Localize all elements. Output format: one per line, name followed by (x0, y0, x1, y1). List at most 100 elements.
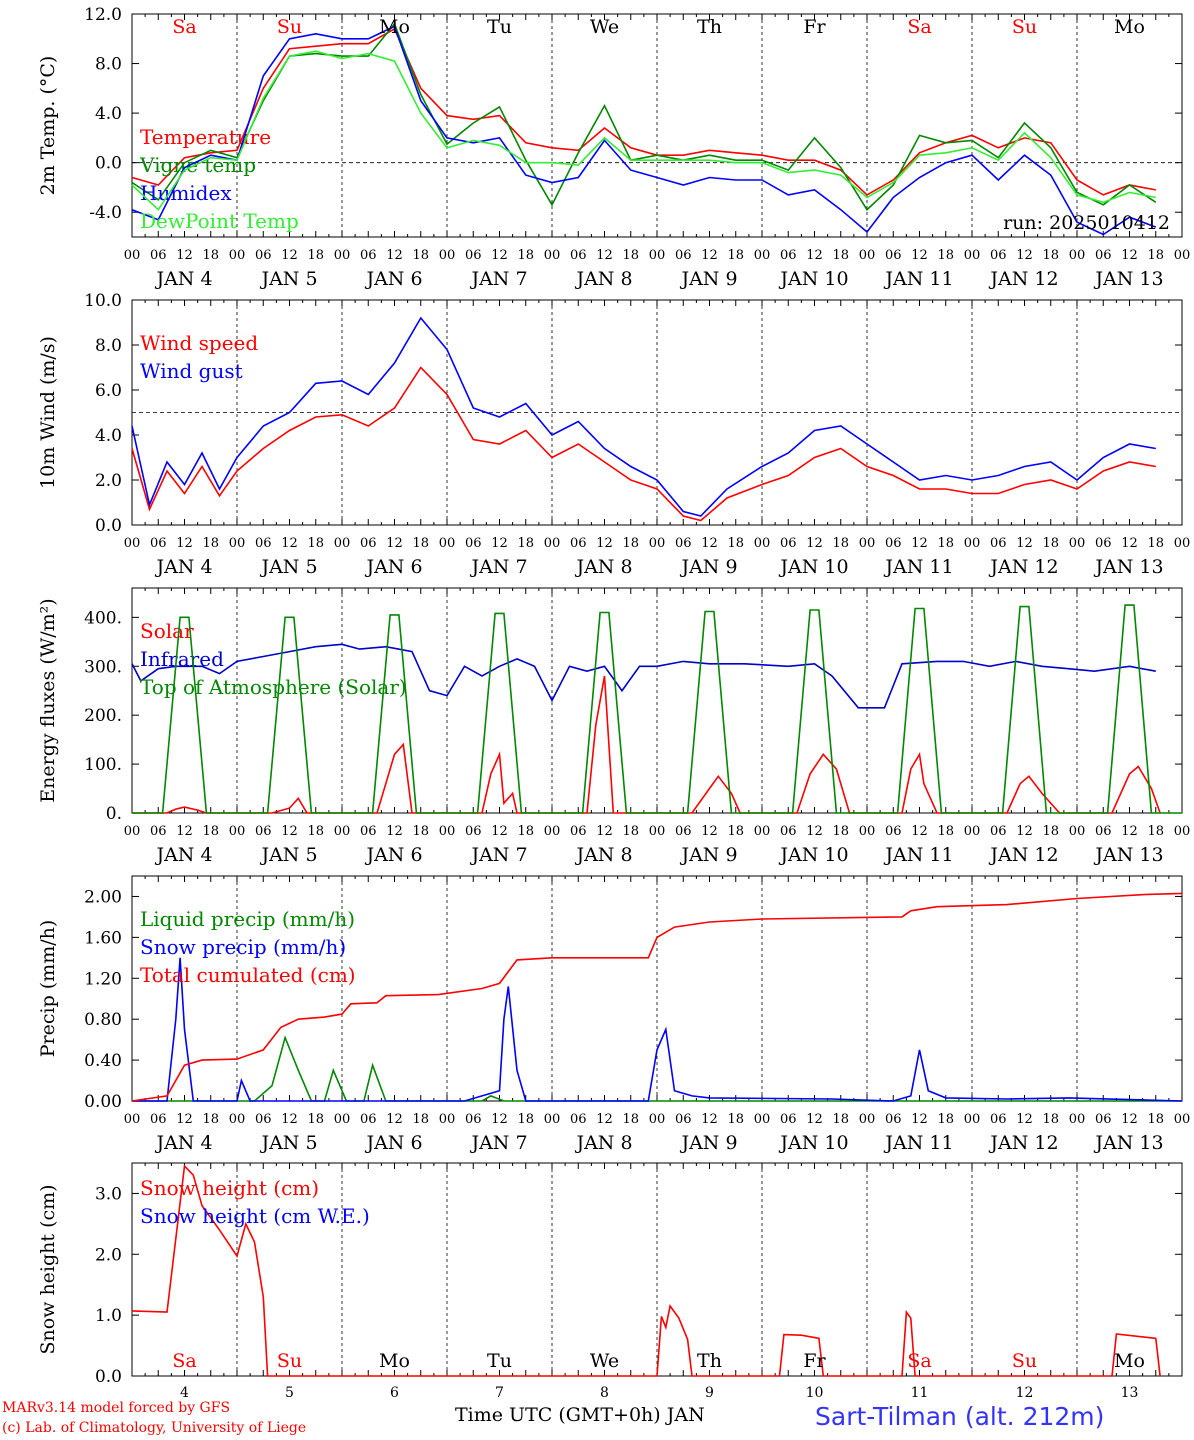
y-tick-label: 1.60 (84, 928, 122, 948)
hour-tick-label: 06 (675, 248, 692, 263)
hour-tick-label: 18 (832, 824, 849, 839)
y-axis-label: 2m Temp. (°C) (37, 56, 59, 196)
hour-tick-label: 12 (596, 248, 613, 263)
y-axis-label: 10m Wind (m/s) (37, 336, 59, 489)
day-number-label: 11 (911, 1385, 929, 1400)
date-label: JAN 4 (154, 268, 212, 290)
site-name: Sart-Tilman (alt. 212m) (815, 1402, 1105, 1431)
hour-tick-label: 00 (754, 536, 771, 551)
hour-tick-label: 06 (465, 1112, 482, 1127)
date-label: JAN 13 (1093, 556, 1163, 578)
hour-tick-label: 18 (517, 824, 534, 839)
hour-tick-label: 18 (622, 536, 639, 551)
hour-tick-label: 00 (439, 248, 456, 263)
y-tick-label: 2.00 (84, 887, 122, 907)
hour-tick-label: 12 (281, 536, 298, 551)
hour-tick-label: 00 (964, 824, 981, 839)
hour-tick-label: 06 (150, 248, 167, 263)
hour-tick-label: 00 (229, 824, 246, 839)
hour-tick-label: 06 (1095, 824, 1112, 839)
hour-tick-label: 06 (360, 248, 377, 263)
date-label: JAN 5 (259, 268, 317, 290)
date-label: JAN 9 (679, 268, 737, 290)
hour-tick-label: 06 (675, 536, 692, 551)
hour-tick-label: 12 (491, 536, 508, 551)
hour-tick-label: 18 (832, 248, 849, 263)
y-tick-label: 10.0 (84, 291, 122, 311)
hour-tick-label: 00 (439, 824, 456, 839)
hour-tick-label: 18 (832, 536, 849, 551)
hour-tick-label: 12 (596, 536, 613, 551)
y-axis-label: Snow height (cm) (37, 1184, 59, 1354)
legend-entry: Wind speed (140, 331, 258, 355)
hour-tick-label: 12 (911, 536, 928, 551)
hour-tick-label: 00 (1174, 824, 1191, 839)
series-line (131, 1164, 1161, 1377)
date-label: JAN 7 (469, 844, 527, 866)
hour-tick-label: 00 (544, 248, 561, 263)
hour-tick-label: 06 (780, 1112, 797, 1127)
hour-tick-label: 06 (990, 1112, 1007, 1127)
y-tick-label: 0.0 (95, 516, 122, 536)
hour-tick-label: 12 (1121, 1112, 1138, 1127)
hour-tick-label: 12 (1121, 824, 1138, 839)
hour-tick-label: 00 (124, 536, 141, 551)
hour-tick-label: 00 (1174, 248, 1191, 263)
legend-entry: Snow height (cm) (140, 1176, 319, 1200)
y-tick-label: 400. (84, 608, 122, 628)
series-line (132, 1035, 1182, 1102)
weekday-label: Th (697, 16, 722, 38)
hour-tick-label: 18 (202, 824, 219, 839)
date-label: JAN 9 (679, 1132, 737, 1154)
hour-tick-label: 18 (937, 248, 954, 263)
hour-tick-label: 12 (911, 824, 928, 839)
legend-entry: Infrared (140, 647, 224, 671)
hour-tick-label: 18 (412, 248, 429, 263)
hour-tick-label: 18 (727, 1112, 744, 1127)
weekday-label: Fr (803, 1350, 826, 1372)
hour-tick-label: 18 (727, 536, 744, 551)
hour-tick-label: 18 (622, 248, 639, 263)
y-tick-label: 0.00 (84, 1092, 122, 1112)
y-tick-label: 0. (106, 804, 122, 824)
date-label: JAN 6 (364, 556, 422, 578)
date-label: JAN 10 (778, 268, 848, 290)
hour-tick-label: 12 (806, 248, 823, 263)
y-tick-label: 0.0 (95, 154, 122, 174)
date-label: JAN 11 (883, 268, 953, 290)
hour-tick-label: 12 (1121, 536, 1138, 551)
day-number-label: 4 (180, 1385, 189, 1400)
hour-tick-label: 18 (517, 1112, 534, 1127)
hour-tick-label: 12 (1016, 824, 1033, 839)
hour-tick-label: 00 (334, 248, 351, 263)
hour-tick-label: 12 (806, 1112, 823, 1127)
hour-tick-label: 06 (360, 536, 377, 551)
run-label: run: 2025010412 (1003, 212, 1170, 234)
hour-tick-label: 12 (701, 248, 718, 263)
date-label: JAN 10 (778, 1132, 848, 1154)
hour-tick-label: 12 (911, 248, 928, 263)
hour-tick-label: 00 (1069, 536, 1086, 551)
hour-tick-label: 12 (281, 1112, 298, 1127)
hour-tick-label: 06 (570, 248, 587, 263)
weekday-label: Su (277, 1350, 302, 1372)
weekday-label: Mo (379, 16, 410, 38)
hour-tick-label: 18 (202, 536, 219, 551)
hour-tick-label: 12 (386, 1112, 403, 1127)
series-line (131, 50, 1156, 211)
weekday-label: Mo (379, 1350, 410, 1372)
hour-tick-label: 18 (937, 824, 954, 839)
date-label: JAN 7 (469, 268, 527, 290)
date-label: JAN 6 (364, 844, 422, 866)
hour-tick-label: 06 (150, 1112, 167, 1127)
plot-frame (131, 13, 1183, 238)
date-label: JAN 6 (364, 1132, 422, 1154)
date-label: JAN 13 (1093, 268, 1163, 290)
y-tick-label: 2.0 (95, 1245, 122, 1265)
series-line (132, 957, 1183, 1102)
weekday-label: Mo (1114, 1350, 1145, 1372)
hour-tick-label: 12 (176, 1112, 193, 1127)
hour-tick-label: 18 (1042, 824, 1059, 839)
y-tick-label: 0.80 (84, 1010, 122, 1030)
